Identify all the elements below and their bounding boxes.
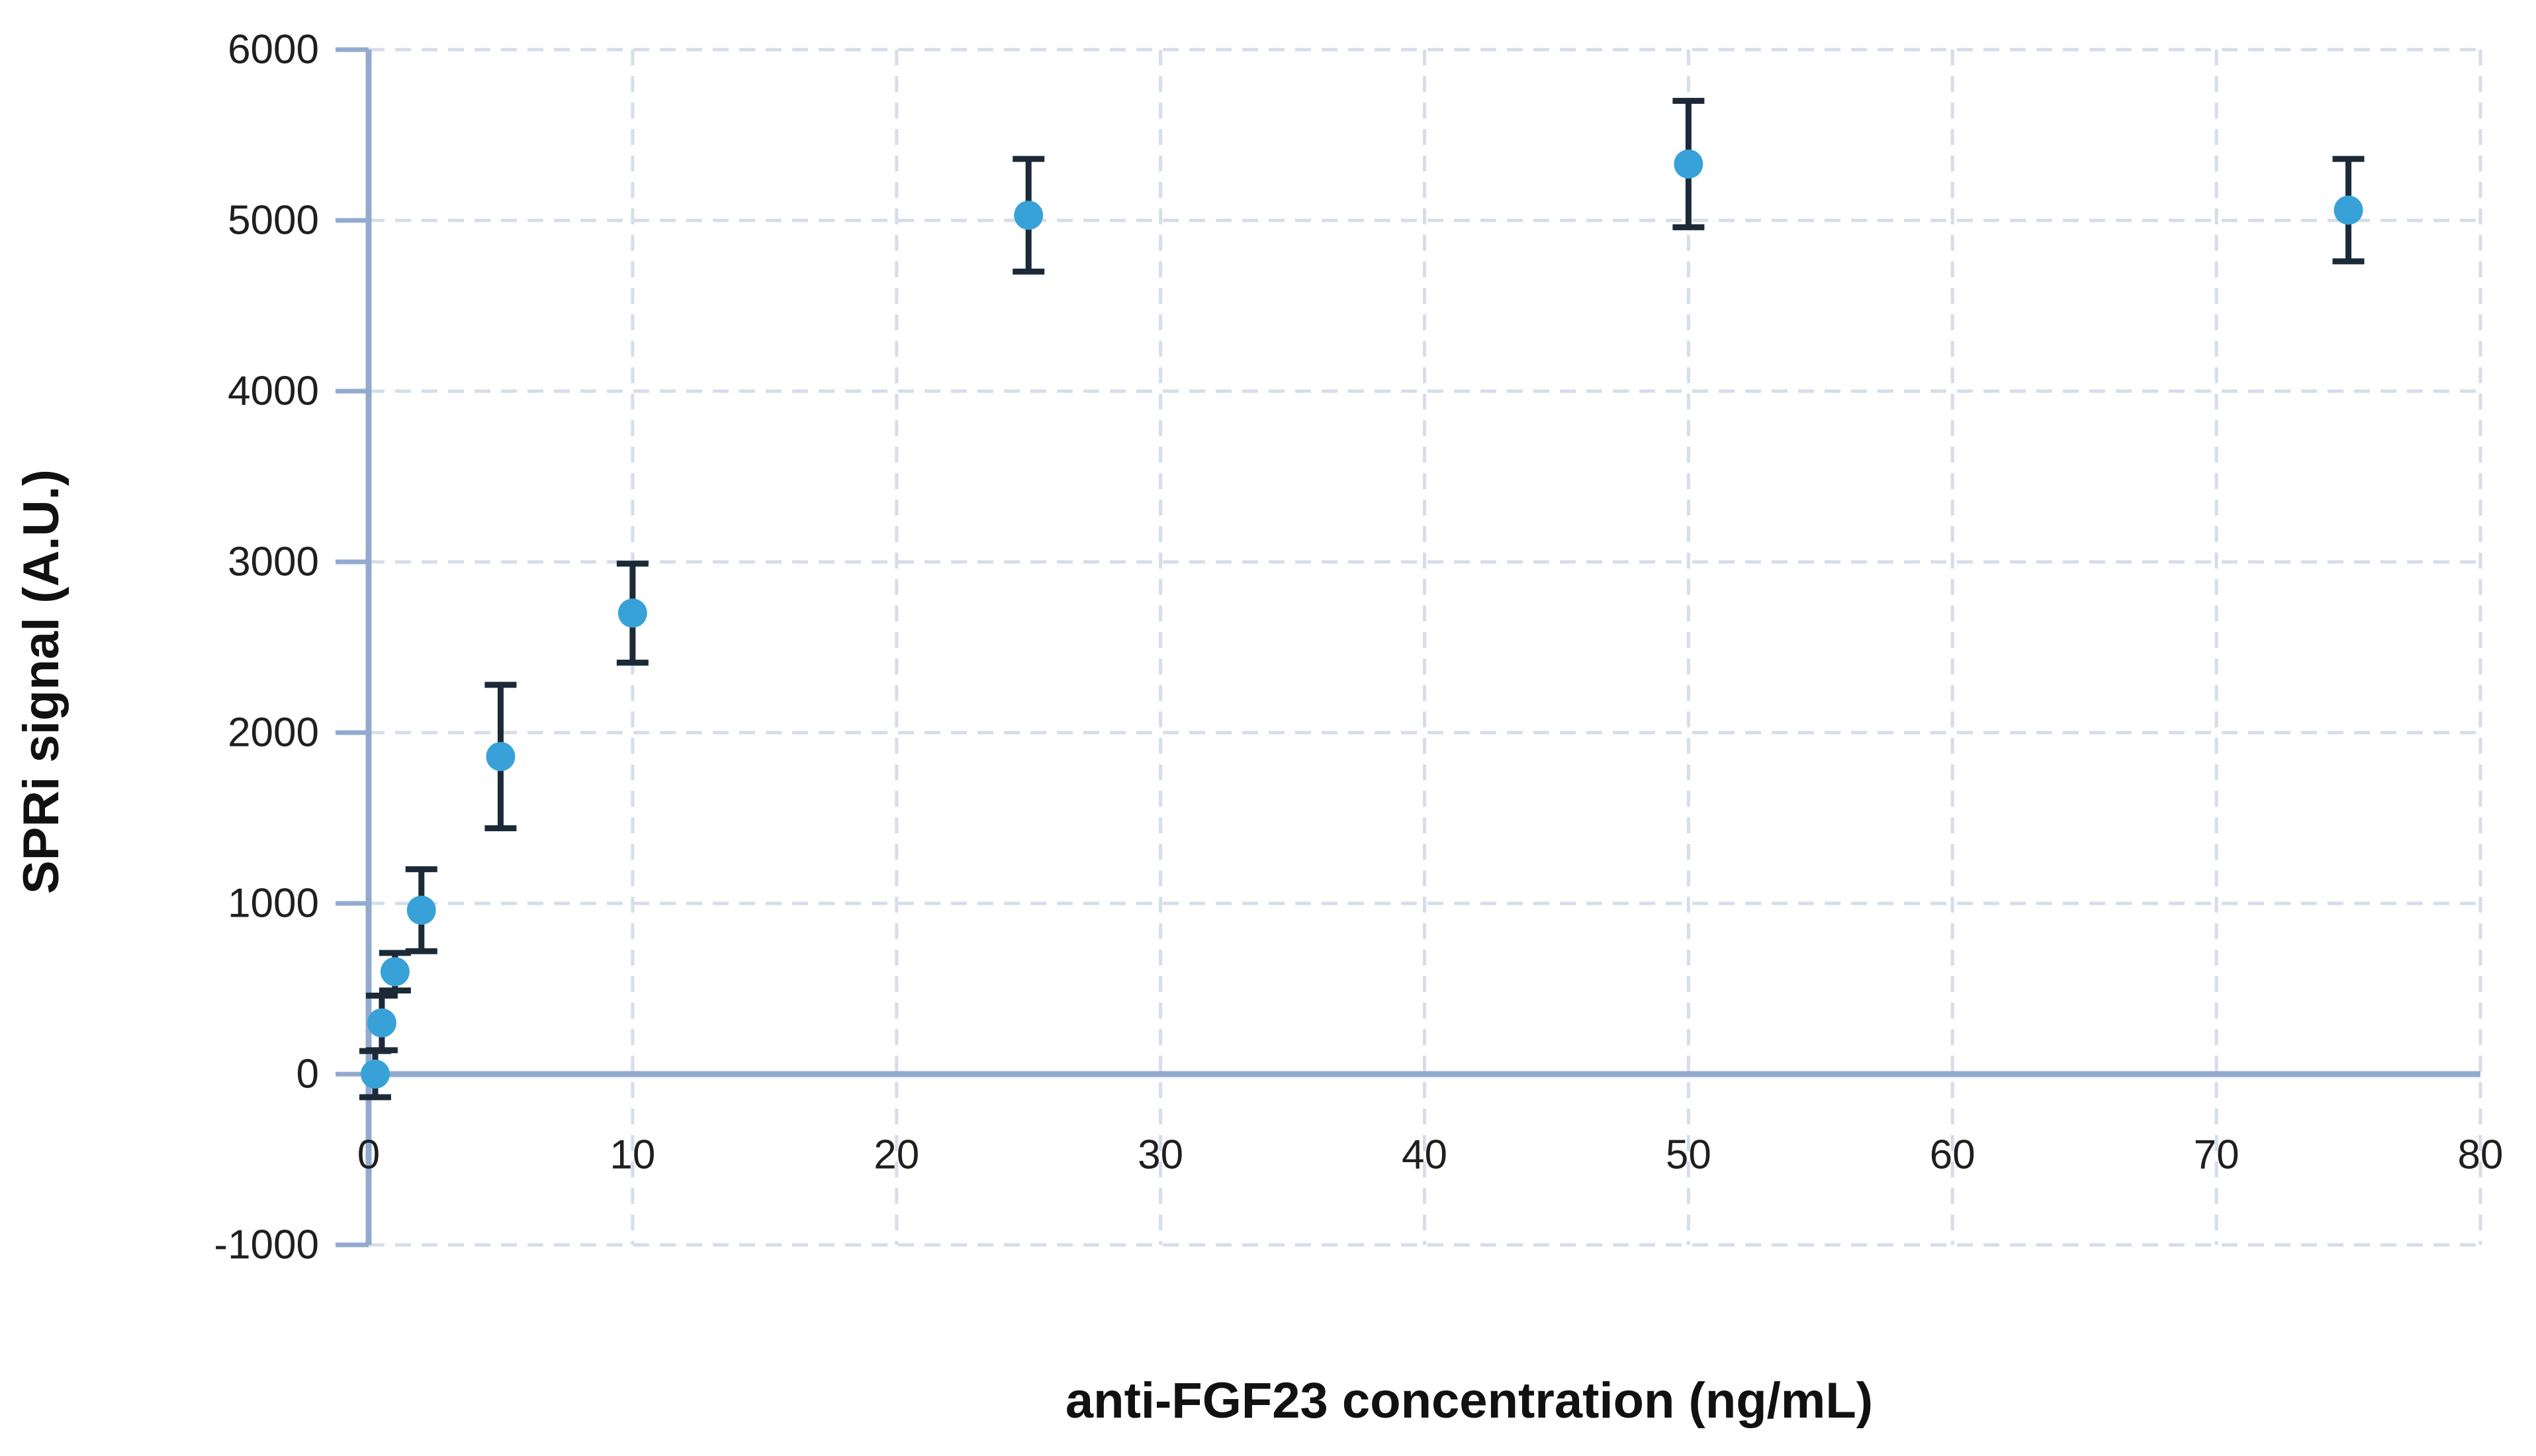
x-tick-label: 50 [1666, 1132, 1711, 1178]
data-point-marker [486, 742, 516, 772]
y-tick-label: -1000 [214, 1222, 319, 1268]
data-point-marker [406, 895, 436, 925]
x-tick-label: 10 [610, 1132, 655, 1178]
data-series-error-bars-and-points [359, 97, 2365, 1101]
data-point-marker [1674, 149, 1703, 179]
y-tick-label: 1000 [228, 881, 319, 927]
y-axis-title: SPRi signal (A.U.) [13, 469, 69, 894]
x-tick-label: 80 [2458, 1132, 2504, 1178]
y-tick-label: 2000 [228, 710, 319, 756]
x-tick-label: 60 [1930, 1132, 1975, 1178]
data-point-marker [2333, 195, 2363, 225]
tick-labels: 6000 5000 4000 3000 2000 1000 0 -1000 0 10 20 30 40 5… [214, 27, 2503, 1268]
x-tick-label: 20 [874, 1132, 919, 1178]
data-point-marker [1014, 201, 1044, 230]
data-point-marker [360, 1060, 390, 1089]
y-tick-label: 3000 [228, 539, 319, 585]
x-tick-label: 0 [357, 1132, 380, 1178]
x-tick-label: 30 [1138, 1132, 1183, 1178]
y-tick-label: 0 [296, 1052, 319, 1097]
y-tick-label: 5000 [228, 198, 319, 244]
data-point-marker [617, 598, 647, 628]
x-axis-title: anti-FGF23 concentration (ng/mL) [1065, 1373, 1873, 1429]
axes [336, 47, 2480, 1248]
data-point-marker [367, 1008, 396, 1038]
y-tick-label: 4000 [228, 369, 319, 414]
y-tick-label: 6000 [228, 27, 319, 73]
data-point-marker [380, 957, 410, 987]
x-tick-label: 70 [2194, 1132, 2240, 1178]
x-tick-label: 40 [1402, 1132, 1447, 1178]
gridlines [369, 48, 2482, 1247]
